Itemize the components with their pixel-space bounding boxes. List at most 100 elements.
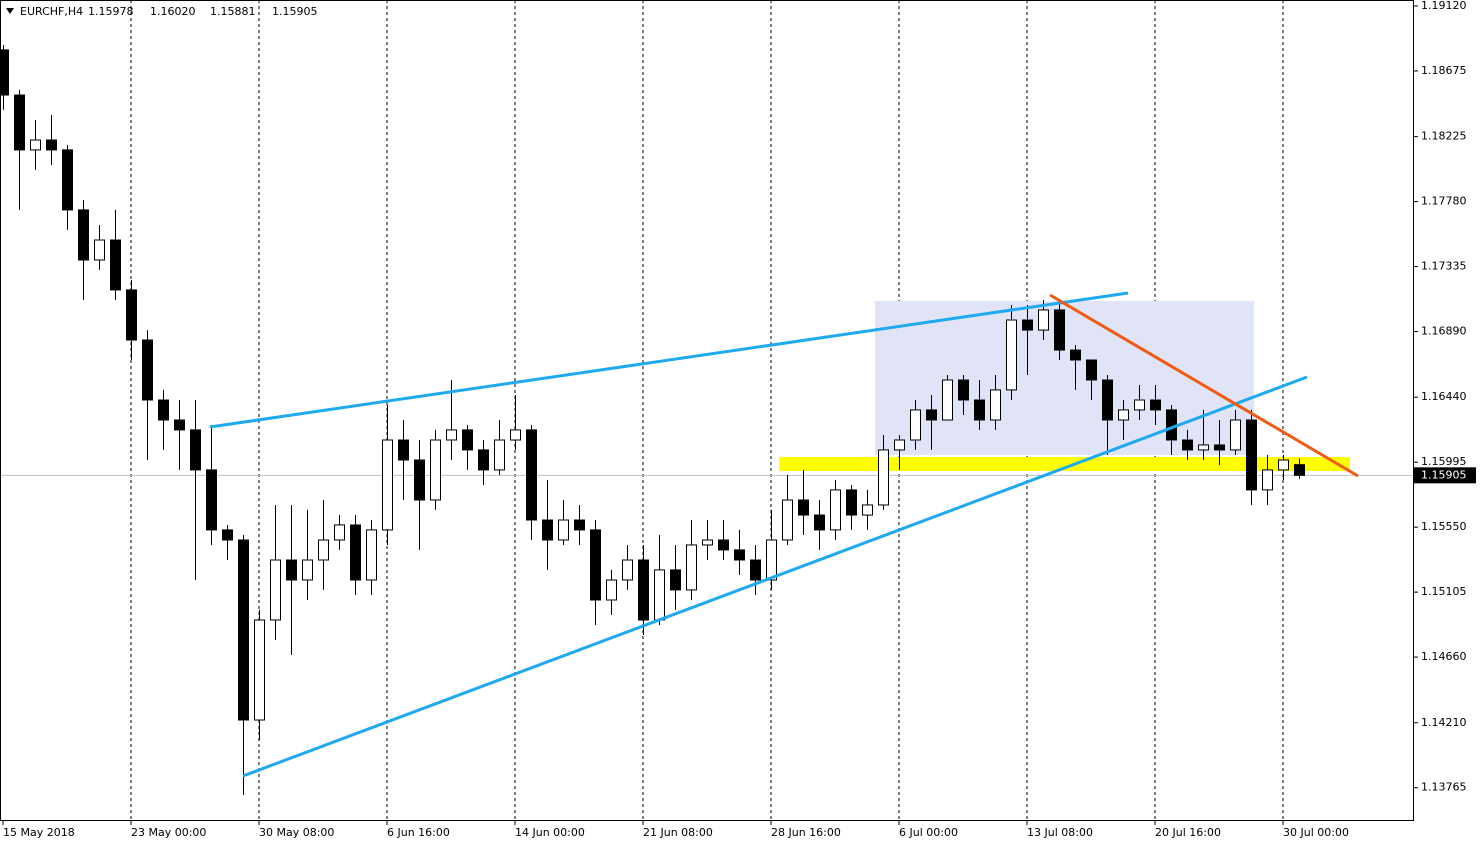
x-tick-label: 14 Jun 00:00 [515, 826, 585, 839]
y-tick-label: 1.15550 [1421, 520, 1467, 533]
candle-body-up [910, 409, 921, 441]
y-tick-label: 1.14660 [1421, 650, 1467, 663]
candle-body-up [686, 544, 697, 591]
menu-triangle[interactable] [6, 8, 14, 14]
y-tick-label: 1.18225 [1421, 130, 1467, 143]
candle-body-down [638, 559, 649, 621]
x-tick-label: 6 Jul 00:00 [899, 826, 958, 839]
symbol: EURCHF,H4 [20, 5, 83, 18]
candle-body-down [142, 339, 153, 401]
y-tick-label: 1.18675 [1421, 64, 1467, 77]
candle-body-down [750, 559, 761, 581]
open-value: 1.15978 [88, 5, 134, 18]
candle-body-up [382, 439, 393, 531]
x-tick-label: 21 Jun 08:00 [643, 826, 713, 839]
candle-body-up [430, 439, 441, 501]
candle-body-down [1246, 419, 1257, 491]
candle-body-up [1134, 399, 1145, 411]
candle-body-down [174, 419, 185, 431]
candle-body-up [510, 429, 521, 441]
candle-body-down [574, 519, 585, 531]
lower-trendline [242, 375, 1308, 778]
candle-body-down [462, 429, 473, 451]
candle-body-up [302, 559, 313, 581]
x-tick-label: 13 Jul 08:00 [1027, 826, 1093, 839]
support-zone [779, 457, 1350, 471]
candle-body-up [1278, 459, 1289, 471]
y-tick-label: 1.17335 [1421, 260, 1467, 273]
candle-body-down [1022, 319, 1033, 331]
x-tick-label: 23 May 00:00 [131, 826, 206, 839]
candle-body-down [734, 549, 745, 561]
upper-trendline [209, 291, 1129, 429]
x-tick-label: 30 Jul 00:00 [1283, 826, 1349, 839]
candle-body-up [94, 239, 105, 261]
candle-body-down [1070, 349, 1081, 361]
last-price-box [1414, 467, 1476, 484]
candle-body-down [670, 569, 681, 591]
low-value: 1.15881 [210, 5, 256, 18]
resistance-trendline [1049, 293, 1359, 478]
candle-body-down [1214, 444, 1225, 451]
candle-body-up [1118, 409, 1129, 421]
candle-body-down [590, 529, 601, 601]
candle-body-down [126, 289, 137, 341]
candle-body-down [398, 439, 409, 461]
candle-body-up [1262, 469, 1273, 491]
candle-body-down [1182, 439, 1193, 451]
candle-body-down [110, 239, 121, 291]
y-tick-label: 1.16440 [1421, 390, 1467, 403]
candle-body-down [46, 139, 57, 151]
candle-body-down [78, 209, 89, 261]
candle-body-up [1198, 444, 1209, 451]
candle-body-up [702, 539, 713, 546]
candle-body-down [222, 529, 233, 541]
candle-body-down [1150, 399, 1161, 411]
candle-body-up [606, 579, 617, 601]
y-tick-label: 1.17780 [1421, 195, 1467, 208]
y-tick-label: 1.16890 [1421, 325, 1467, 338]
y-tick-label: 1.19120 [1421, 0, 1467, 12]
candle-body-up [942, 379, 953, 421]
candle-body-down [718, 539, 729, 551]
candle-body-up [30, 139, 41, 151]
x-tick-label: 28 Jun 16:00 [771, 826, 841, 839]
candle-body-down [190, 429, 201, 471]
candle-body-down [1086, 359, 1097, 381]
high-value: 1.16020 [150, 5, 196, 18]
x-tick-label: 30 May 08:00 [259, 826, 334, 839]
candle-body-down [0, 49, 9, 96]
candle-body-up [990, 389, 1001, 421]
candle-body-down [1054, 309, 1065, 351]
x-tick-label: 20 Jul 16:00 [1155, 826, 1221, 839]
x-tick-label: 6 Jun 16:00 [387, 826, 450, 839]
candle-body-down [958, 379, 969, 401]
x-tick-label: 15 May 2018 [3, 826, 75, 839]
candle-body-up [1006, 319, 1017, 391]
candles [0, 44, 1305, 796]
candle-body-up [862, 504, 873, 516]
candle-body-up [558, 519, 569, 541]
candle-body-up [254, 619, 265, 721]
candle-body-down [526, 429, 537, 521]
candle-body-down [414, 459, 425, 501]
candle-body-up [766, 539, 777, 581]
candle-body-up [318, 539, 329, 561]
candle-body-down [14, 94, 25, 151]
candle-body-up [270, 559, 281, 621]
candle-body-down [158, 399, 169, 421]
candle-body-up [366, 529, 377, 581]
candle-body-up [622, 559, 633, 581]
candle-body-down [814, 514, 825, 531]
candle-body-up [334, 524, 345, 541]
candle-body-down [286, 559, 297, 581]
candle-body-up [494, 439, 505, 471]
candle-body-down [350, 524, 361, 581]
candle-body-down [846, 489, 857, 516]
candle-body-up [654, 569, 665, 621]
plot-frame [0, 0, 1414, 821]
candle-body-up [1230, 419, 1241, 451]
candle-body-up [1038, 309, 1049, 331]
